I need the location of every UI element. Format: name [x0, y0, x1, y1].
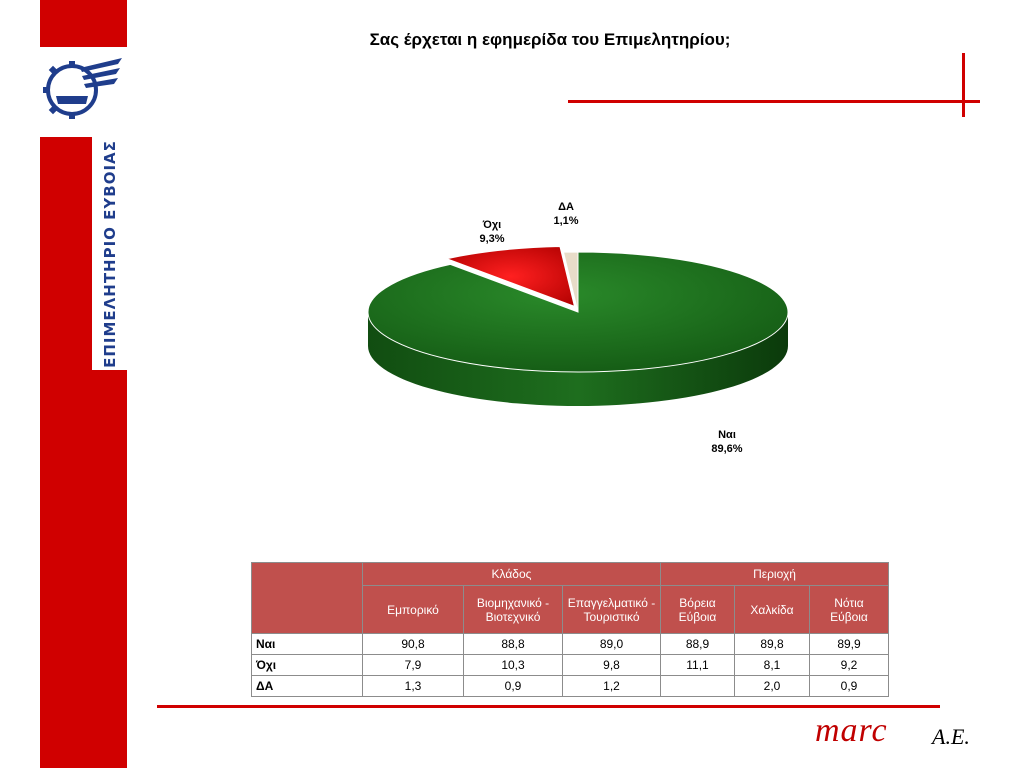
table-header-row-columns: Εμπορικό Βιομηχανικό - Βιοτεχνικό Επαγγε…: [252, 585, 889, 634]
footer-line: [157, 705, 940, 708]
footer-brand-suffix: A.E.: [932, 724, 970, 749]
table-cell: 88,9: [660, 633, 735, 655]
table-cell: 89,9: [809, 633, 889, 655]
footer-brand-name: marc: [815, 712, 888, 749]
table-cell: 90,8: [362, 633, 464, 655]
decor-line-vertical: [962, 53, 965, 117]
row-label: ΔΑ: [251, 675, 363, 697]
group-header-sector: Κλάδος: [362, 562, 661, 586]
table-cell: 1,3: [362, 675, 464, 697]
pie-label-yes-name: Ναι: [718, 429, 736, 441]
row-label: Ναι: [251, 633, 363, 655]
results-table: Κλάδος Περιοχή Εμπορικό Βιομηχανικό - Βι…: [251, 562, 889, 697]
table-corner-cell: [251, 562, 363, 634]
pie-label-na: ΔΑ 1,1%: [536, 200, 596, 228]
table-cell: 7,9: [362, 654, 464, 676]
table-cell: 1,2: [562, 675, 661, 697]
chamber-gear-logo-icon: [40, 50, 127, 130]
column-header: Χαλκίδα: [734, 585, 810, 634]
brand-bar-middle: [40, 137, 92, 370]
group-header-region: Περιοχή: [660, 562, 889, 586]
table-cell: 8,1: [734, 654, 810, 676]
table-row: ΔΑ 1,3 0,9 1,2 2,0 0,9: [251, 675, 889, 697]
pie-side-wall: [368, 312, 788, 406]
table-row: Όχι 7,9 10,3 9,8 11,1 8,1 9,2: [251, 654, 889, 676]
pie-label-na-value: 1,1%: [553, 215, 579, 227]
table-cell: [660, 675, 735, 697]
row-label: Όχι: [251, 654, 363, 676]
brand-vertical-label: ΕΠΙΜΕΛΗΤΗΡΙΟ ΕΥΒΟΙΑΣ: [92, 137, 127, 370]
table-row: Ναι 90,8 88,8 89,0 88,9 89,8 89,9: [251, 633, 889, 655]
table-cell: 89,8: [734, 633, 810, 655]
table-cell: 11,1: [660, 654, 735, 676]
pie-slice-na: [562, 251, 579, 313]
brand-bar-top: [40, 0, 127, 47]
table-cell: 0,9: [463, 675, 563, 697]
decor-line-horizontal: [568, 100, 980, 103]
pie-label-yes: Ναι 89,6%: [697, 428, 757, 456]
table-cell: 2,0: [734, 675, 810, 697]
table-cell: 89,0: [562, 633, 661, 655]
table-header-row-groups: Κλάδος Περιοχή: [251, 562, 889, 634]
table-cell: 10,3: [463, 654, 563, 676]
column-header: Επαγγελματικό - Τουριστικό: [562, 585, 661, 634]
pie-side-yes: [368, 312, 788, 406]
pie-label-no: Όχι 9,3%: [462, 218, 522, 246]
table-cell: 88,8: [463, 633, 563, 655]
column-header: Βιομηχανικό - Βιοτεχνικό: [463, 585, 563, 634]
column-header: Νότια Εύβοια: [809, 585, 889, 634]
table-cell: 9,2: [809, 654, 889, 676]
pie-slice-no: [445, 246, 576, 308]
brand-bar-bottom: [40, 370, 127, 768]
table-cell: 0,9: [809, 675, 889, 697]
column-header: Εμπορικό: [362, 585, 464, 634]
pie-label-no-value: 9,3%: [479, 233, 505, 245]
pie-label-na-name: ΔΑ: [558, 201, 574, 213]
table-cell: 9,8: [562, 654, 661, 676]
column-header: Βόρεια Εύβοια: [660, 585, 735, 634]
pie-label-no-name: Όχι: [482, 219, 502, 231]
pie-label-yes-value: 89,6%: [711, 443, 743, 455]
page-title: Σας έρχεται η εφημερίδα του Επιμελητηρίο…: [369, 30, 731, 49]
